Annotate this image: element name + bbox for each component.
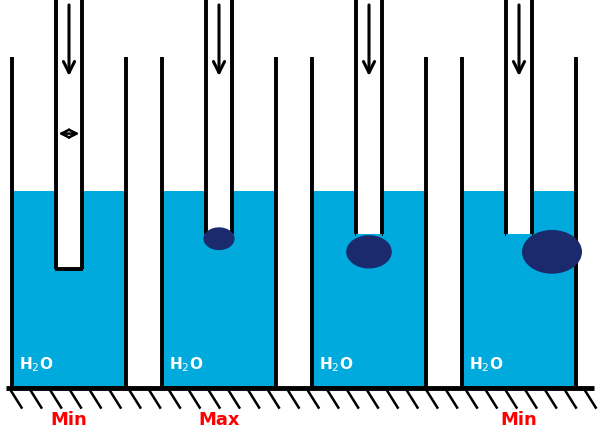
Text: H$_2$O: H$_2$O (19, 356, 53, 374)
Bar (462, 191, 576, 388)
Bar (12, 191, 126, 388)
Text: H$_2$O: H$_2$O (319, 356, 353, 374)
Text: Min: Min (500, 411, 538, 430)
Text: Min: Min (50, 411, 88, 430)
Bar (206, 0, 232, 234)
Circle shape (346, 235, 392, 268)
Bar (506, 0, 532, 234)
Bar (56, 0, 82, 269)
Text: H$_2$O: H$_2$O (169, 356, 203, 374)
Bar (162, 191, 276, 388)
Circle shape (522, 230, 582, 274)
Circle shape (203, 227, 235, 250)
Text: H$_2$O: H$_2$O (469, 356, 503, 374)
Bar (356, 0, 382, 234)
Bar (312, 191, 426, 388)
Text: Max: Max (198, 411, 240, 430)
